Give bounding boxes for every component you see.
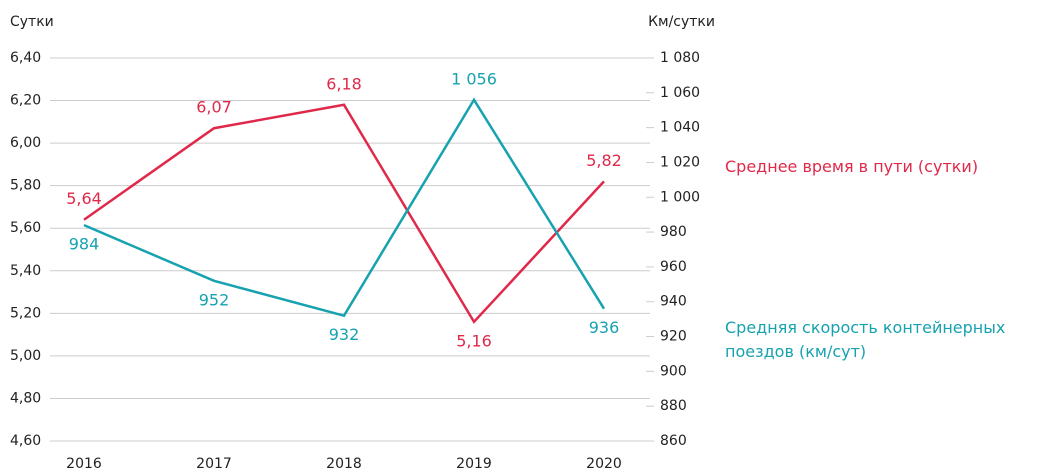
- y2-tick-label: 1 060: [660, 85, 700, 101]
- y-tick-label: 5,40: [10, 263, 41, 279]
- y2-tick-label: 1 040: [660, 120, 700, 136]
- series-line: [83, 97, 606, 318]
- y-tick-label: 4,80: [10, 390, 41, 406]
- x-tick-label: 2019: [456, 456, 492, 472]
- data-label: 6,07: [196, 98, 232, 117]
- y2-tick-label: 1 080: [660, 50, 700, 66]
- legend-entry: Средняя скорость контейнерных поездов (к…: [725, 318, 1006, 361]
- data-label: 5,16: [456, 331, 492, 350]
- y2-tick-label: 900: [660, 363, 687, 379]
- data-label: 984: [69, 235, 100, 254]
- y2-tick-label: 960: [660, 259, 687, 275]
- data-label: 932: [329, 325, 360, 344]
- x-tick-label: 2018: [326, 456, 362, 472]
- y-tick-label: 5,80: [10, 178, 41, 194]
- y-tick-label: 5,60: [10, 220, 41, 236]
- y2-tick-label: 1 020: [660, 154, 700, 170]
- y2-tick-label: 860: [660, 433, 687, 449]
- y-tick-label: 6,40: [10, 50, 41, 66]
- y-tick-label: 6,20: [10, 93, 41, 109]
- x-tick-label: 2016: [66, 456, 102, 472]
- legend-entry: Среднее время в пути (сутки): [725, 157, 979, 176]
- x-tick-label: 2020: [586, 456, 622, 472]
- y-tick-label: 6,00: [10, 135, 41, 151]
- data-label: 5,64: [66, 189, 102, 208]
- y2-tick-label: 940: [660, 294, 687, 310]
- y2-tick-label: 980: [660, 224, 687, 240]
- data-label: 5,82: [586, 151, 622, 170]
- data-label: 936: [589, 318, 620, 337]
- y-tick-label: 4,60: [10, 433, 41, 449]
- y2-axis-label: Км/сутки: [648, 14, 715, 30]
- y-axis-label: Сутки: [10, 14, 54, 30]
- y2-tick-label: 920: [660, 329, 687, 345]
- data-label: 6,18: [326, 74, 362, 93]
- x-tick-label: 2017: [196, 456, 232, 472]
- y2-tick-label: 1 000: [660, 189, 700, 205]
- series-line: [83, 103, 605, 324]
- y2-tick-label: 880: [660, 398, 687, 414]
- y-tick-label: 5,00: [10, 348, 41, 364]
- data-label: 1 056: [451, 69, 497, 88]
- y-tick-label: 5,20: [10, 305, 41, 321]
- data-label: 952: [199, 290, 230, 309]
